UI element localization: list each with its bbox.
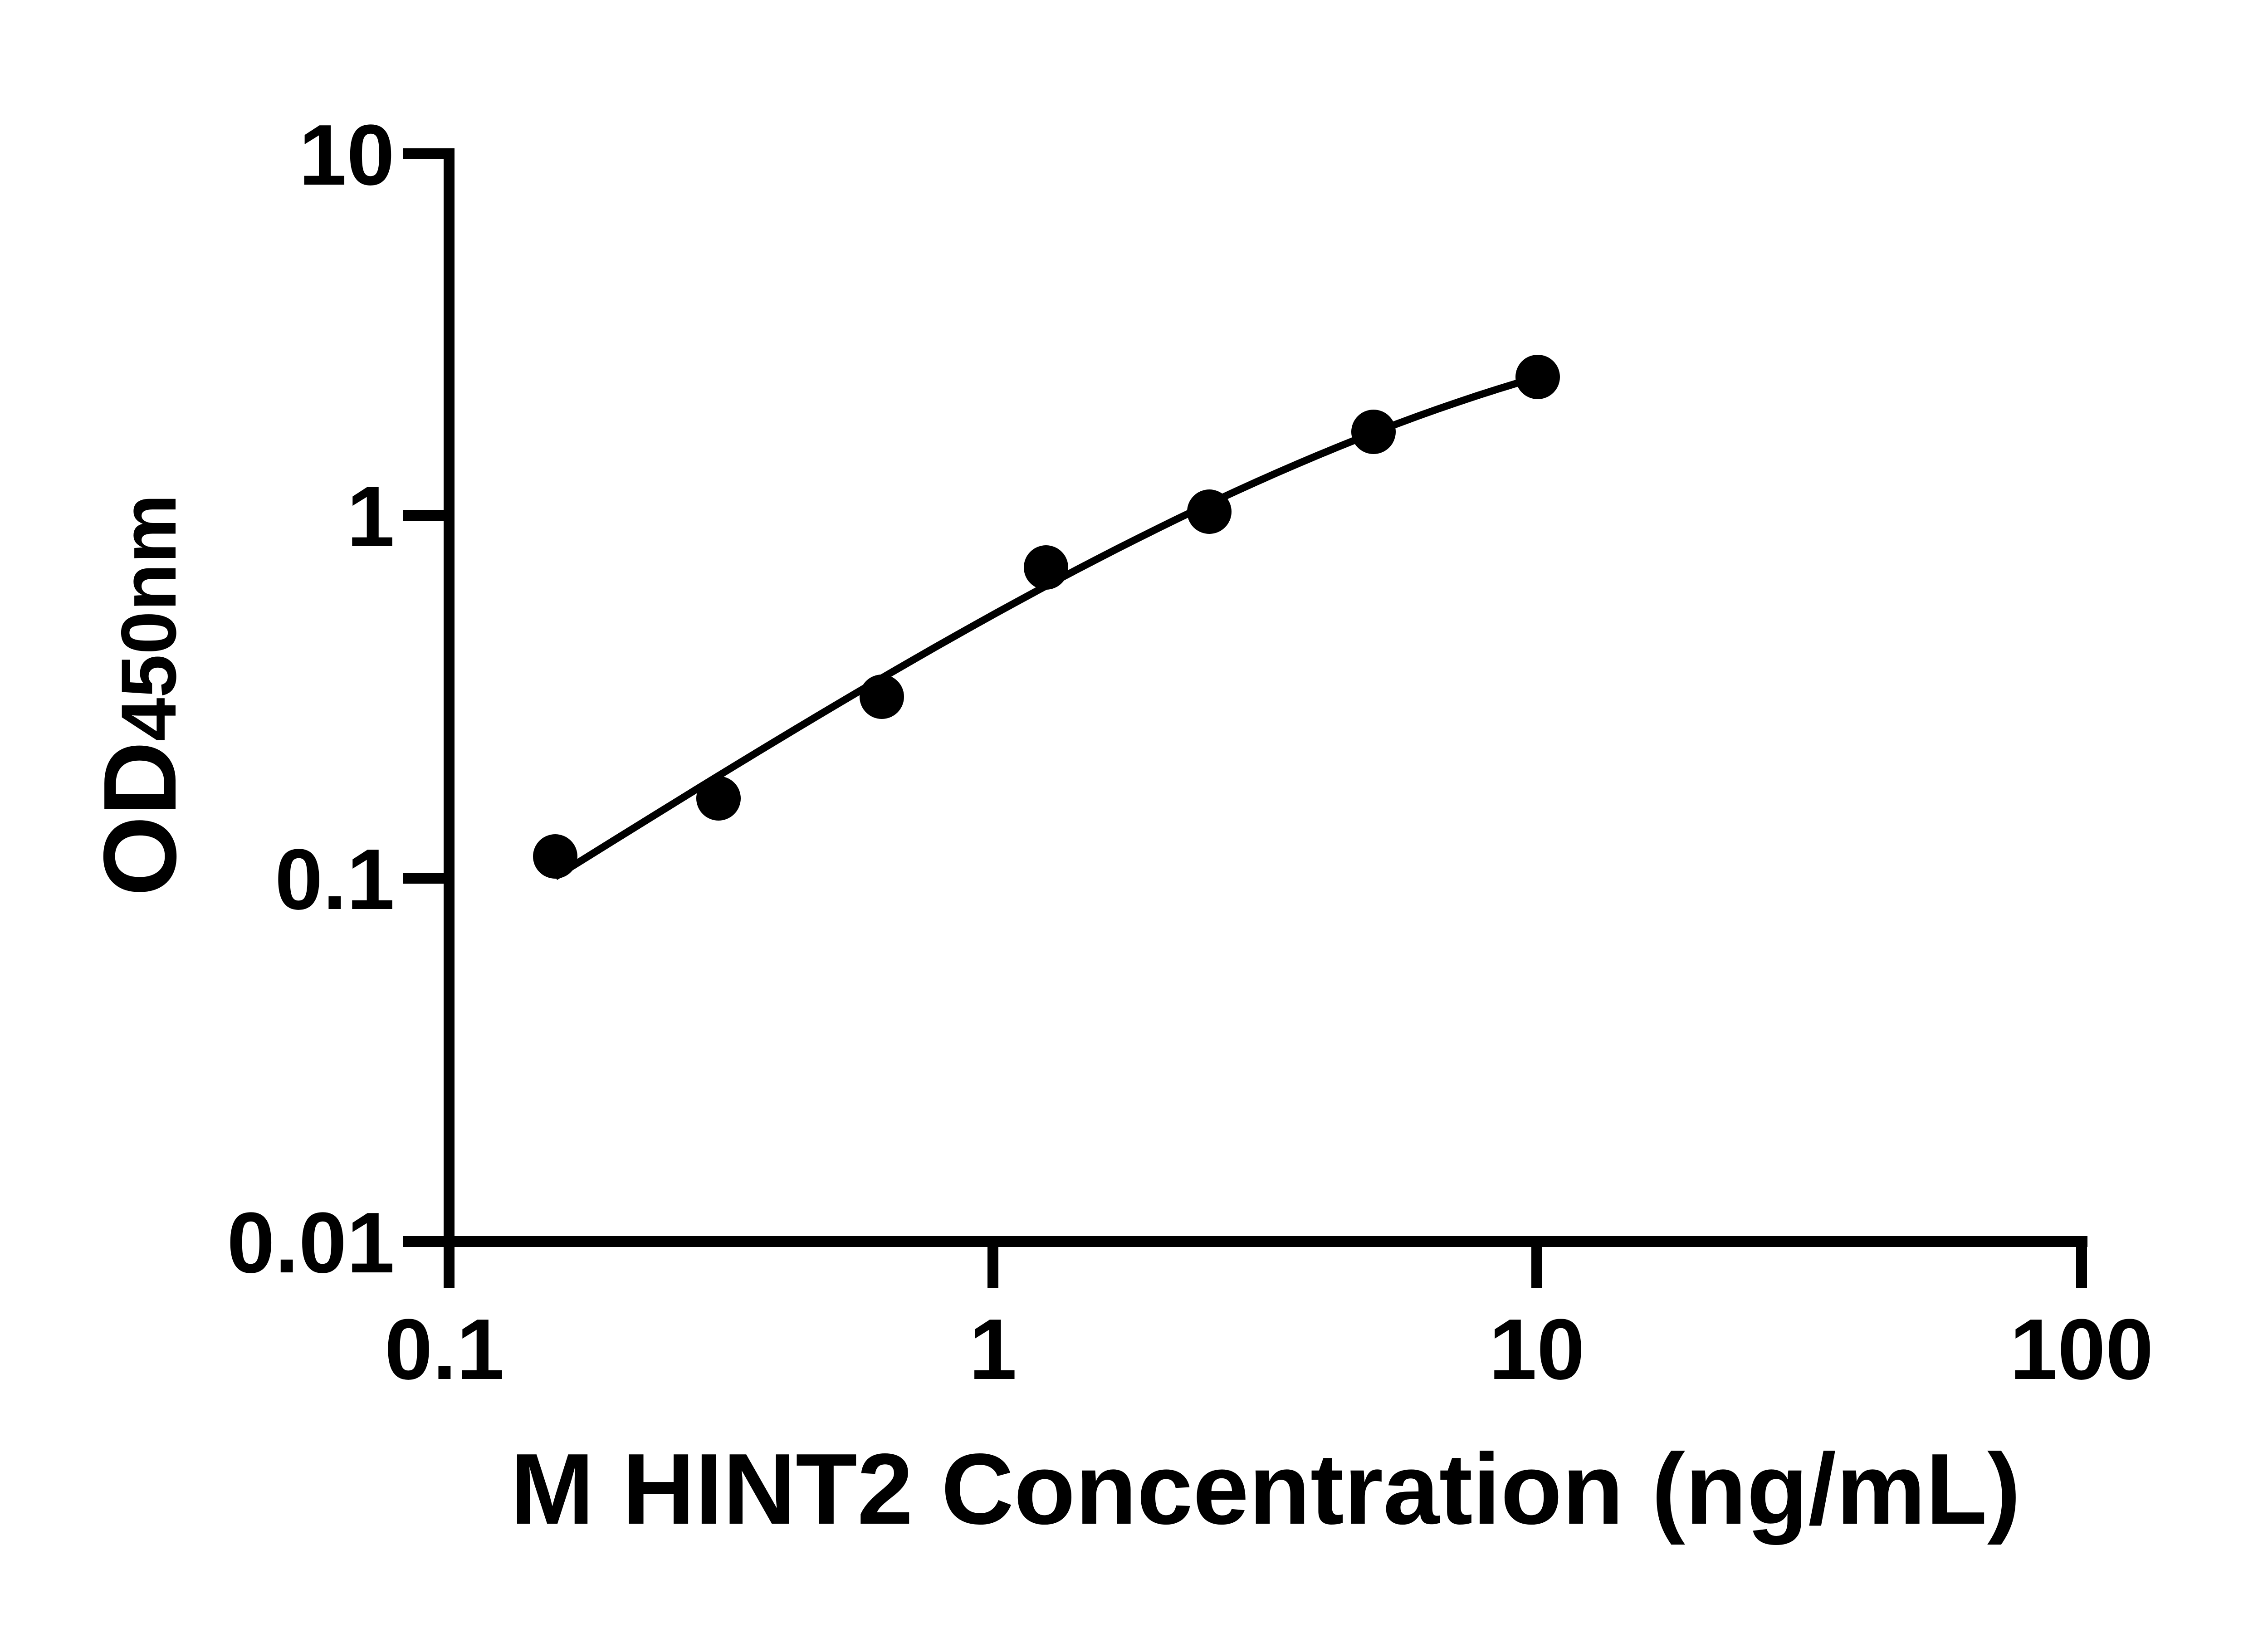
- svg-text:1: 1: [969, 1301, 1017, 1398]
- svg-text:1: 1: [347, 469, 395, 565]
- svg-text:M HINT2 Concentration (ng/mL): M HINT2 Concentration (ng/mL): [510, 1433, 2021, 1545]
- svg-text:10: 10: [1489, 1301, 1584, 1398]
- svg-text:0.1: 0.1: [385, 1301, 504, 1398]
- svg-text:0.01: 0.01: [227, 1195, 395, 1291]
- svg-text:100: 100: [2009, 1301, 2153, 1398]
- svg-text:0.1: 0.1: [275, 831, 395, 928]
- svg-text:10: 10: [299, 107, 395, 203]
